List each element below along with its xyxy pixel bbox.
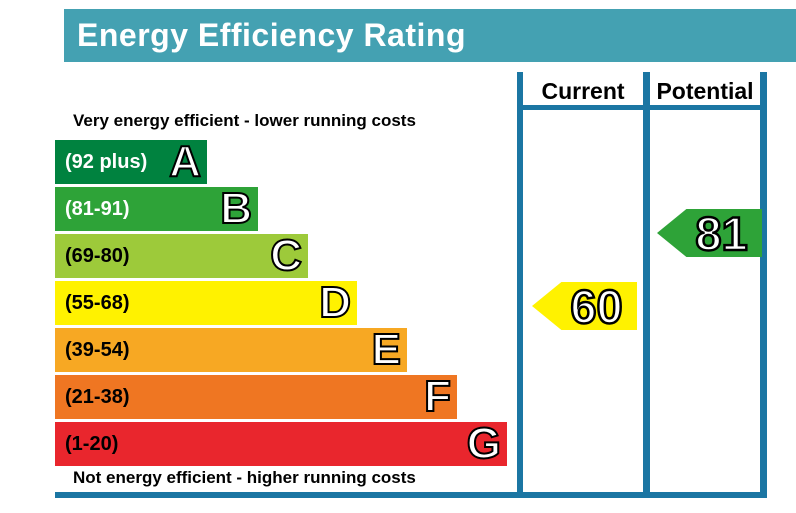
band-d-range: (55-68) bbox=[65, 291, 130, 314]
current-rating-value: 60 bbox=[569, 279, 624, 333]
band-c: (69-80) C bbox=[55, 231, 308, 280]
table-border-middle bbox=[643, 72, 650, 498]
band-g-letter: G bbox=[466, 419, 502, 468]
band-f: (21-38) F bbox=[55, 372, 457, 421]
chart-title: Energy Efficiency Rating bbox=[77, 17, 466, 53]
band-d: (55-68) D bbox=[55, 278, 357, 327]
band-f-letter: F bbox=[423, 372, 452, 421]
band-a-range: (92 plus) bbox=[65, 150, 148, 173]
band-e: (39-54) E bbox=[55, 325, 407, 374]
band-g: (1-20) G bbox=[55, 419, 507, 468]
band-a: (92 plus) A bbox=[55, 137, 207, 186]
band-f-range: (21-38) bbox=[65, 385, 130, 408]
band-c-letter: C bbox=[269, 231, 303, 280]
table-border-left bbox=[517, 72, 523, 498]
potential-rating-arrow: 81 bbox=[657, 209, 762, 257]
band-d-letter: D bbox=[318, 278, 352, 327]
note-not-efficient: Not energy efficient - higher running co… bbox=[73, 468, 416, 487]
band-g-range: (1-20) bbox=[65, 432, 119, 455]
current-rating-arrow: 60 bbox=[532, 282, 637, 330]
column-header-current: Current bbox=[541, 78, 625, 104]
table-border-right bbox=[760, 72, 767, 498]
rating-bands: (92 plus) A (81-91) B (69-80) C (55-68) … bbox=[55, 137, 507, 469]
band-b: (81-91) B bbox=[55, 184, 258, 233]
table-header-underline bbox=[517, 105, 767, 110]
band-a-letter: A bbox=[168, 137, 202, 186]
chart-bottom-border bbox=[55, 492, 767, 498]
band-c-range: (69-80) bbox=[65, 244, 130, 267]
column-header-potential: Potential bbox=[656, 78, 754, 104]
potential-rating-value: 81 bbox=[694, 206, 749, 260]
band-b-letter: B bbox=[219, 184, 253, 233]
band-e-range: (39-54) bbox=[65, 338, 130, 361]
band-e-letter: E bbox=[371, 325, 402, 374]
note-very-efficient: Very energy efficient - lower running co… bbox=[73, 111, 416, 130]
chart-title-bar: Energy Efficiency Rating bbox=[64, 9, 796, 62]
band-b-range: (81-91) bbox=[65, 197, 130, 220]
